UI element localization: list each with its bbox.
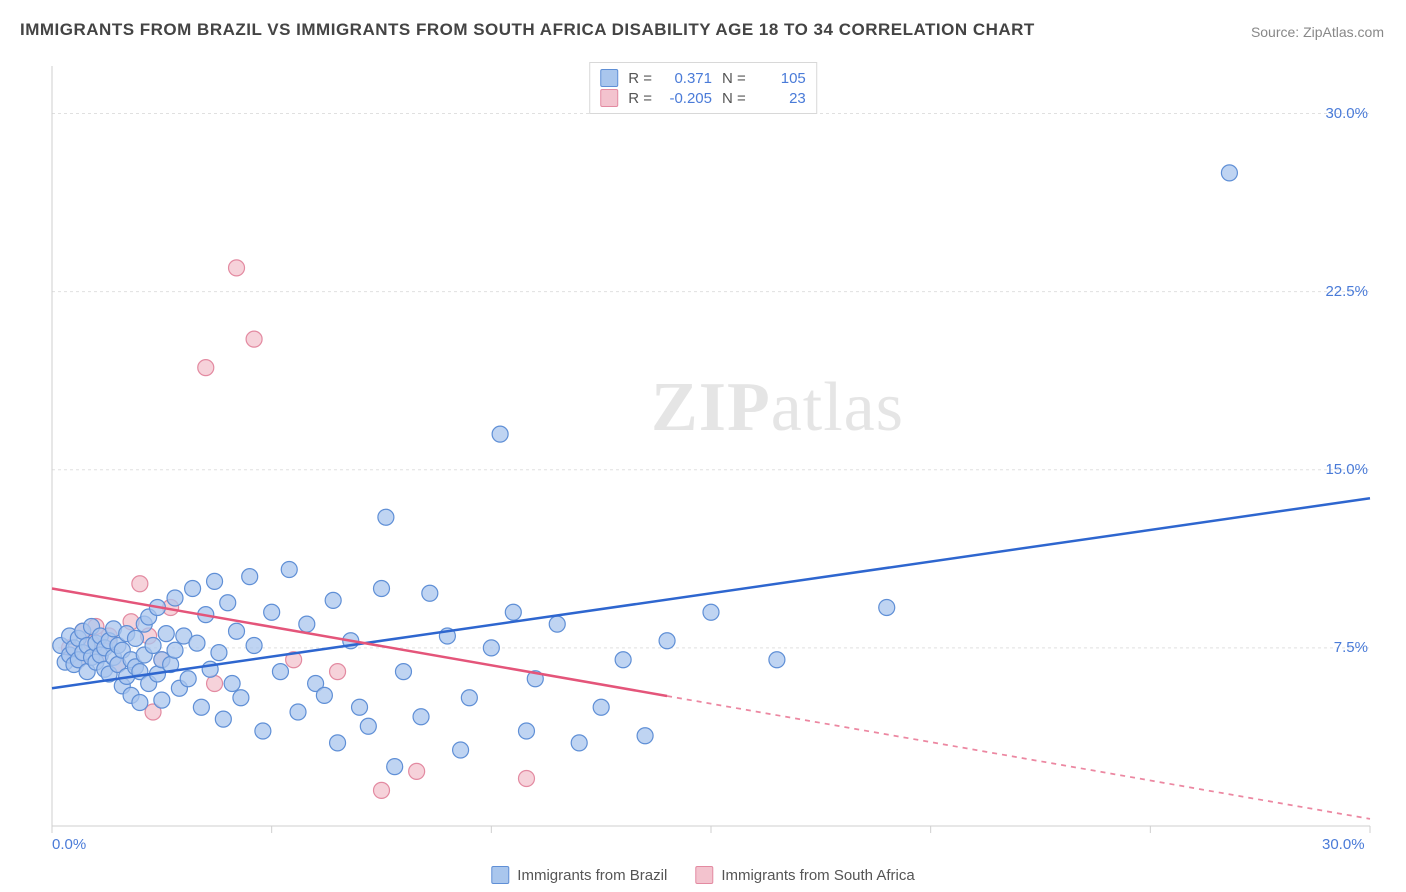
stats-row-series-1: R = 0.371 N = 105	[600, 69, 806, 87]
chart-title: IMMIGRANTS FROM BRAZIL VS IMMIGRANTS FRO…	[20, 20, 1035, 40]
legend-label-1: Immigrants from Brazil	[517, 867, 667, 884]
y-tick-label: 15.0%	[1325, 461, 1368, 478]
n-value-1: 105	[756, 70, 806, 87]
stats-legend: R = 0.371 N = 105 R = -0.205 N = 23	[589, 62, 817, 114]
y-tick-label: 22.5%	[1325, 283, 1368, 300]
y-tick-label: 30.0%	[1325, 105, 1368, 122]
swatch-series-1-b	[491, 866, 509, 884]
swatch-series-2-b	[695, 866, 713, 884]
bottom-legend: Immigrants from Brazil Immigrants from S…	[491, 866, 914, 884]
legend-label-2: Immigrants from South Africa	[721, 867, 914, 884]
r-label: R =	[628, 70, 652, 87]
swatch-series-2	[600, 89, 618, 107]
y-tick-label: 7.5%	[1334, 639, 1368, 656]
n-value-2: 23	[756, 90, 806, 107]
scatter-plot-svg	[46, 60, 1376, 850]
source-attribution: Source: ZipAtlas.com	[1251, 24, 1384, 40]
r-label: R =	[628, 90, 652, 107]
n-label: N =	[722, 70, 746, 87]
x-tick-label: 30.0%	[1322, 836, 1365, 853]
legend-item-1: Immigrants from Brazil	[491, 866, 667, 884]
r-value-1: 0.371	[662, 70, 712, 87]
stats-row-series-2: R = -0.205 N = 23	[600, 89, 806, 107]
legend-item-2: Immigrants from South Africa	[695, 866, 914, 884]
n-label: N =	[722, 90, 746, 107]
chart-area: ZIPatlas 0.0%30.0%7.5%15.0%22.5%30.0%	[46, 60, 1376, 850]
r-value-2: -0.205	[662, 90, 712, 107]
swatch-series-1	[600, 69, 618, 87]
x-tick-label: 0.0%	[52, 836, 86, 853]
